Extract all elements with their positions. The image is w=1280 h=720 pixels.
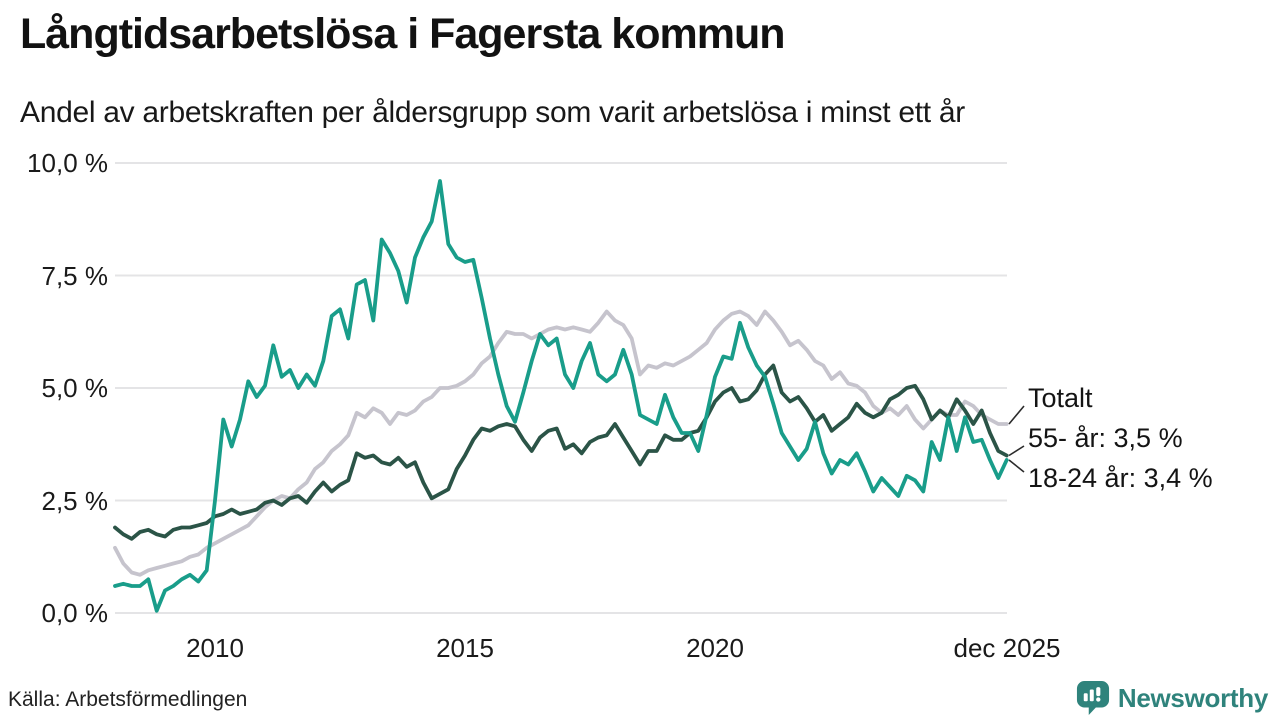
x-axis-tick-label: 2020 (686, 633, 744, 663)
leader-line (1008, 445, 1025, 457)
series-end-label: 55- år: 3,5 % (1028, 423, 1183, 453)
series-end-label: Totalt (1028, 383, 1093, 413)
page-title: Långtidsarbetslösa i Fagersta kommun (20, 10, 785, 58)
series-line-18-24-r (113, 179, 1009, 613)
brand-logo: Newsworthy (1076, 680, 1268, 716)
newsworthy-bubble-chart-icon (1076, 681, 1109, 715)
source-note: Källa: Arbetsförmedlingen (8, 688, 248, 711)
series-end-label: 18-24 år: 3,4 % (1028, 463, 1213, 493)
series-line-55-r (113, 363, 1009, 541)
leader-line (1008, 405, 1025, 425)
page-subtitle: Andel av arbetskraften per åldersgrupp s… (20, 96, 965, 129)
x-axis-tick-label: dec 2025 (953, 633, 1061, 663)
series-line-totalt (113, 309, 1009, 577)
leader-line (1008, 459, 1025, 473)
y-axis-tick-label: 2,5 % (41, 485, 109, 516)
y-axis-tick-label: 5,0 % (41, 373, 109, 403)
brand-name: Newsworthy (1117, 682, 1268, 713)
y-axis-tick-label: 10,0 % (27, 148, 108, 178)
y-axis-tick-label: 7,5 % (41, 260, 109, 291)
x-axis-tick-label: 2010 (186, 633, 244, 663)
y-axis-tick-label: 0,0 % (41, 598, 109, 628)
x-axis-tick-label: 2015 (436, 633, 494, 663)
